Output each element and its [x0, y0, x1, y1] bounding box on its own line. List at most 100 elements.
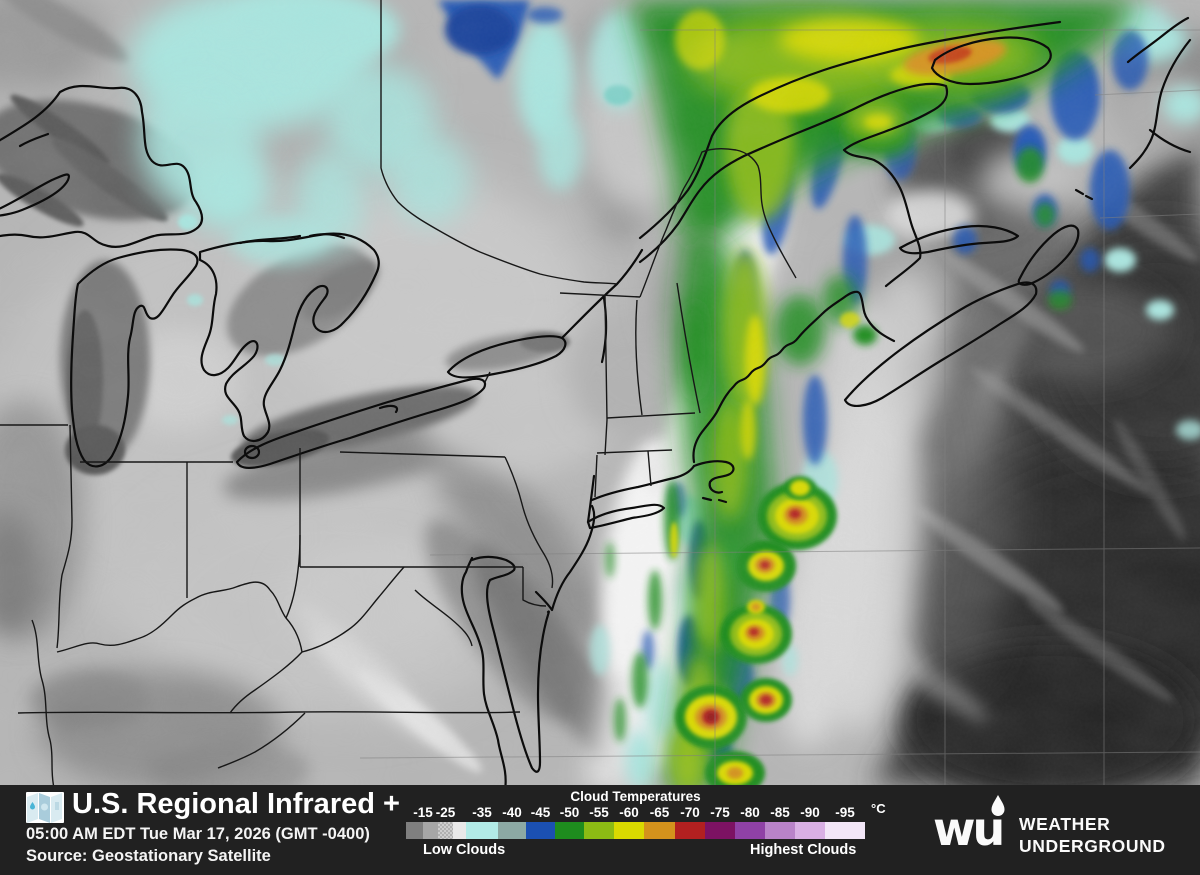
legend-swatch — [453, 822, 466, 839]
east-coast — [460, 556, 507, 785]
border-ct-ri — [647, 450, 652, 487]
legend-swatch — [614, 822, 644, 839]
keweenaw-peninsula — [0, 173, 70, 217]
islands-mv-nantucket — [701, 496, 728, 504]
legend-swatch — [675, 822, 705, 839]
wu-logo-line2: UNDERGROUND — [1019, 836, 1166, 856]
grain-texture — [0, 0, 1200, 785]
gaspe-coast — [638, 82, 949, 288]
lat-long-gridlines — [359, 28, 1200, 785]
legend-tick: -15 — [413, 805, 433, 820]
legend-tick: -45 — [530, 805, 551, 820]
long-point — [378, 404, 399, 414]
legend-swatch — [423, 822, 438, 839]
long-island — [586, 503, 666, 530]
legend-tick: -60 — [619, 805, 639, 820]
border-on-qc — [380, 0, 618, 285]
border-niagara — [484, 371, 491, 383]
border-45th-parallel — [559, 292, 641, 298]
lake-superior-coast — [0, 84, 204, 248]
nova-scotia — [843, 281, 1038, 407]
lake-ontario-coast — [446, 335, 567, 379]
isle-royale — [18, 132, 50, 148]
legend-swatch — [406, 822, 423, 839]
legend-color-bar — [406, 822, 865, 839]
lake-huron-coast — [198, 232, 380, 442]
lake-erie-coast — [235, 377, 487, 469]
border-potomac — [414, 589, 473, 647]
legend-title: Cloud Temperatures — [570, 789, 701, 804]
border-ma-north — [606, 412, 696, 419]
legend-swatch — [644, 822, 675, 839]
border-pa-ny — [339, 451, 506, 458]
border-va-nc-tn — [17, 711, 521, 714]
legend-tick: -65 — [649, 805, 670, 820]
legend-tick: -70 — [680, 805, 700, 820]
border-ny-vt-ma — [604, 294, 608, 456]
border-mississippi-river — [31, 619, 55, 785]
border-ohio-river — [56, 534, 301, 653]
legend-tick: -80 — [740, 805, 760, 820]
border-wv-va — [301, 566, 405, 653]
legend-swatch — [466, 822, 498, 839]
wu-logo: wu WEATHER UNDERGROUND — [933, 793, 1183, 863]
legend-swatch — [825, 822, 865, 839]
manitoulin-islands — [238, 233, 346, 245]
anticosti-island — [930, 36, 1052, 86]
legend-tick: -85 — [770, 805, 790, 820]
border-vt-nh — [635, 299, 643, 416]
magdalen-islands — [1074, 188, 1094, 201]
border-delaware-river — [504, 456, 554, 589]
legend-unit: °C — [871, 801, 886, 816]
legend-annotations: Low Clouds Highest Clouds — [406, 842, 865, 860]
legend-swatch — [555, 822, 584, 839]
legend-tick: -40 — [502, 805, 522, 820]
cloud-temperature-legend: Cloud Temperatures -15 -25 -35 -40 -45 -50 -55… — [406, 789, 886, 871]
border-tn-nc — [217, 712, 306, 769]
border-me-nb — [683, 147, 797, 279]
legend-low-label: Low Clouds — [423, 842, 506, 858]
ct-ri-coast — [590, 464, 696, 502]
timestamp: 05:00 AM EDT Tue Mar 17, 2026 (GMT -0400… — [26, 825, 370, 843]
wu-logo-line1: WEATHER — [1019, 814, 1111, 834]
border-nh-me — [676, 282, 701, 414]
legend-swatch — [526, 822, 555, 839]
border-ky-wv-va — [229, 617, 303, 714]
st-lawrence-north-shore — [638, 20, 1062, 240]
border-me-qc — [639, 187, 685, 298]
satellite-map — [0, 0, 1200, 785]
new-england-maine-coast — [692, 290, 896, 464]
source-label: Source: Geostationary Satellite — [26, 847, 271, 865]
legend-tick: -95 — [835, 805, 855, 820]
legend-swatch — [735, 822, 765, 839]
legend-tick: -75 — [710, 805, 730, 820]
cape-breton — [1017, 224, 1080, 286]
wu-logo-mark: wu — [933, 795, 1005, 856]
prince-edward-island — [898, 224, 1020, 255]
border-ct-ny — [594, 454, 598, 498]
legend-tick-row: -15 -25 -35 -40 -45 -50 -55 -60 -65 -70 -75 -80 -85-… — [406, 801, 885, 820]
state-borders — [0, 0, 797, 785]
legend-high-label: Highest Clouds — [750, 842, 857, 858]
legend-tick: -25 — [435, 805, 456, 820]
wu-logo-text: WEATHER UNDERGROUND — [1019, 813, 1166, 857]
legend-swatch — [498, 822, 526, 839]
newfoundland-coast — [1126, 16, 1192, 170]
legend-tick: -55 — [589, 805, 609, 820]
legend-swatch — [438, 822, 453, 839]
legend-swatch — [795, 822, 825, 839]
cape-cod — [692, 460, 735, 494]
legend-swatch — [705, 822, 735, 839]
border-ma-ct-ri — [596, 449, 673, 454]
border-de-md — [522, 567, 547, 607]
legend-swatch — [584, 822, 614, 839]
lake-michigan-coast — [70, 248, 199, 468]
legend-swatch — [765, 822, 795, 839]
page-title: U.S. Regional Infrared + — [72, 788, 400, 820]
product-info: U.S. Regional Infrared + 05:00 AM EDT Tu… — [26, 788, 406, 872]
border-il-in — [56, 424, 73, 649]
footer-bar: U.S. Regional Infrared + 05:00 AM EDT Tu… — [0, 785, 1200, 875]
map-icon — [26, 792, 64, 823]
legend-tick: -90 — [800, 805, 820, 820]
